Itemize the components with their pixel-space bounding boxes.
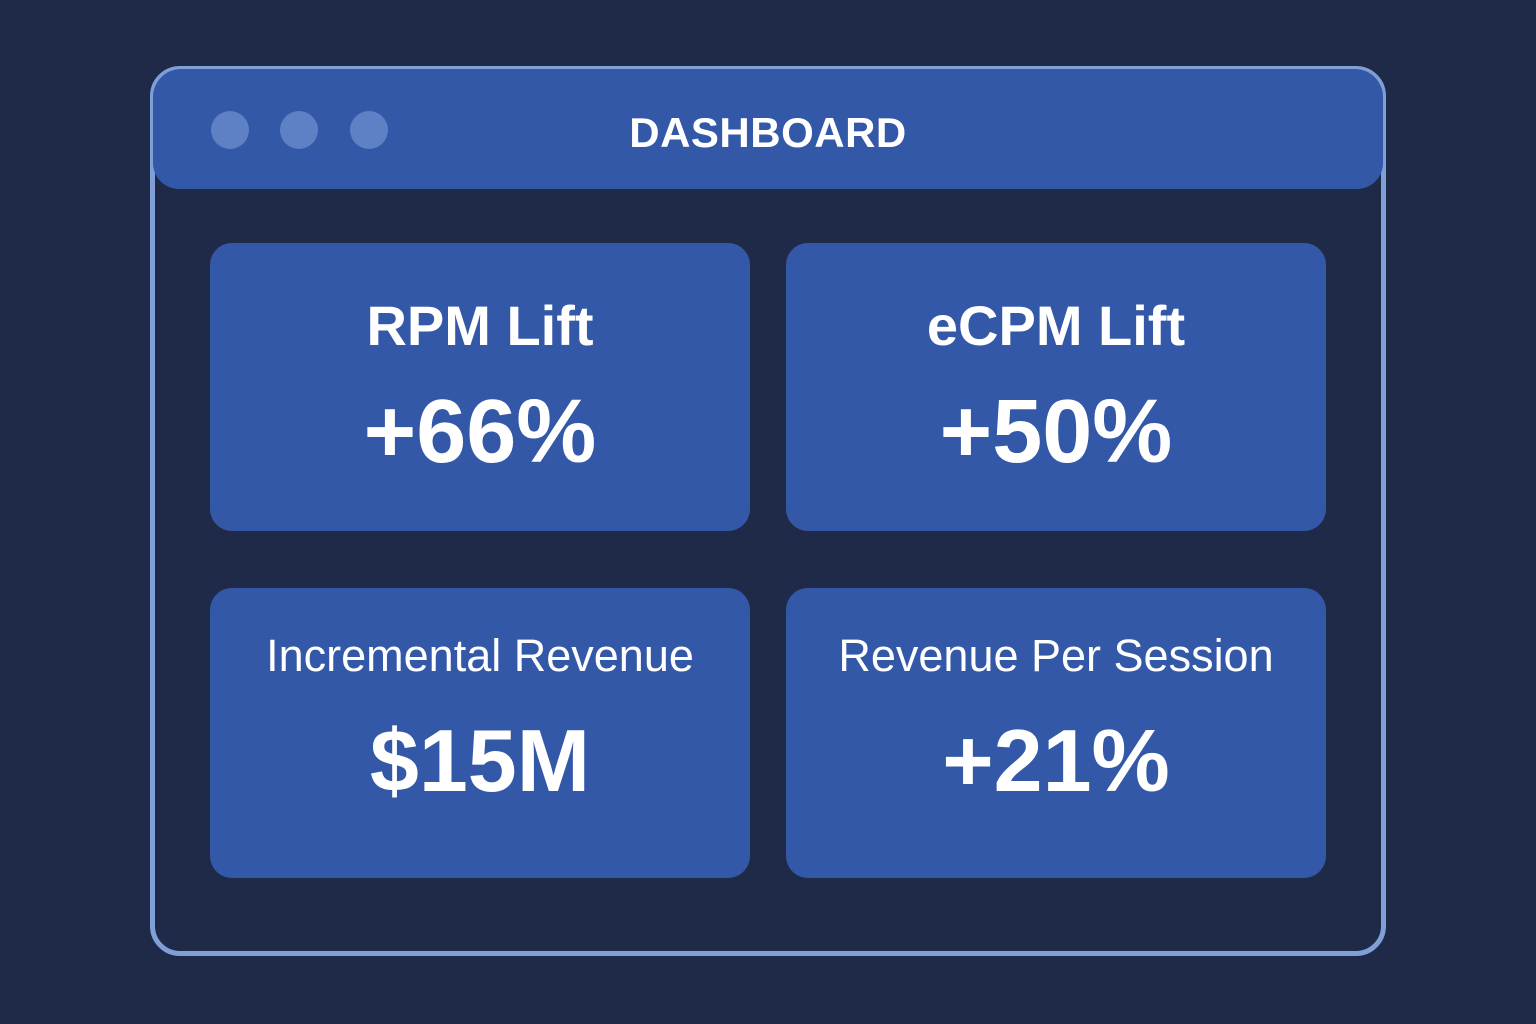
metric-card-rpm-lift: RPM Lift +66% bbox=[210, 243, 750, 531]
metric-value: +66% bbox=[363, 382, 597, 482]
metric-label: eCPM Lift bbox=[926, 294, 1186, 357]
metric-card-revenue-per-session: Revenue Per Session +21% bbox=[786, 588, 1326, 878]
metric-value: +21% bbox=[942, 711, 1170, 810]
metric-label: Revenue Per Session bbox=[838, 630, 1274, 681]
metric-label: Incremental Revenue bbox=[266, 630, 694, 681]
metric-card-ecpm-lift: eCPM Lift +50% bbox=[786, 243, 1326, 531]
window-control-dot-2[interactable] bbox=[280, 111, 318, 149]
dashboard-window: DASHBOARD RPM Lift +66% eCPM Lift +50% I… bbox=[150, 66, 1386, 956]
metric-card-incremental-revenue: Incremental Revenue $15M bbox=[210, 588, 750, 878]
metric-value: $15M bbox=[369, 711, 591, 810]
metric-label: RPM Lift bbox=[366, 294, 594, 357]
title-bar: DASHBOARD bbox=[153, 69, 1383, 189]
window-control-dot-3[interactable] bbox=[350, 111, 388, 149]
window-control-dot-1[interactable] bbox=[211, 111, 249, 149]
window-title: DASHBOARD bbox=[629, 109, 907, 156]
metric-value: +50% bbox=[939, 382, 1173, 482]
